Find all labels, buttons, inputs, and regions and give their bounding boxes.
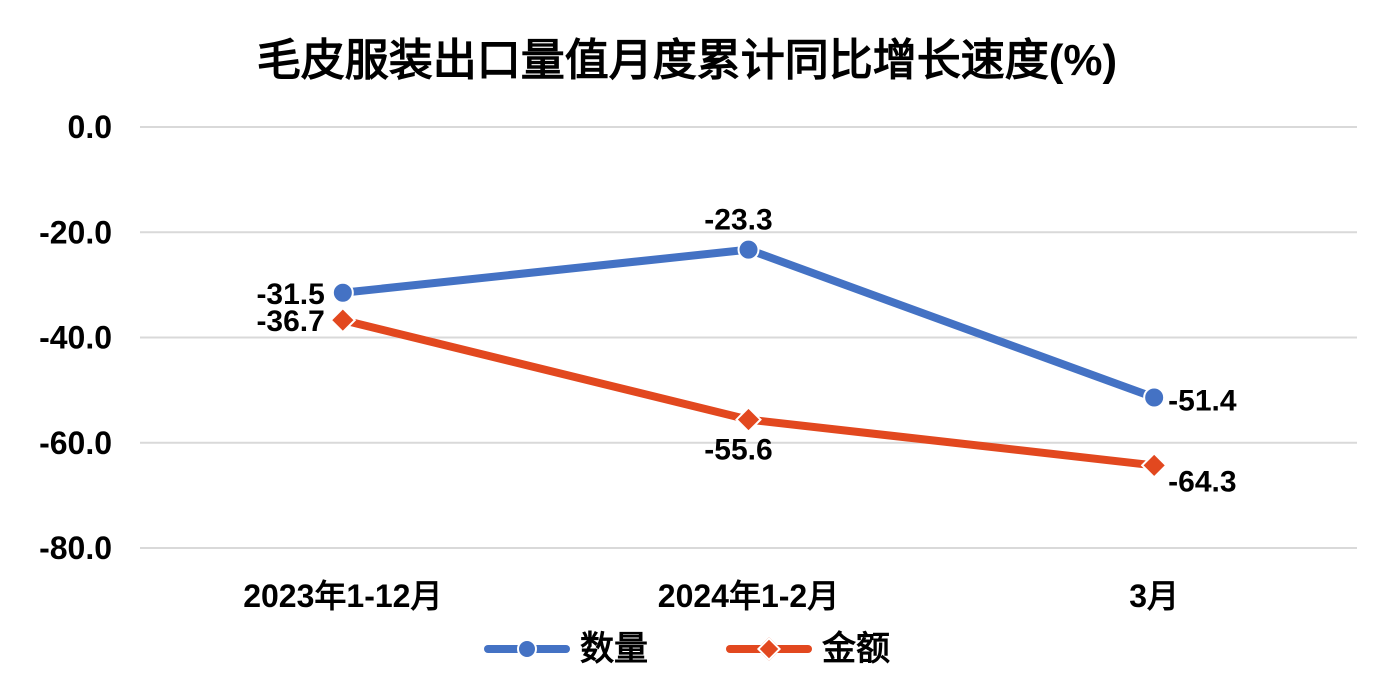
legend: 数量 金额 bbox=[0, 632, 1374, 666]
amount-data-point-marker bbox=[1140, 451, 1168, 479]
amount-legend-swatch bbox=[726, 636, 812, 662]
quantity-data-point-marker bbox=[737, 238, 760, 261]
y-axis-tick-label: -80.0 bbox=[39, 530, 112, 566]
quantity-data-label: -23.3 bbox=[704, 204, 772, 237]
legend-label-amount: 金额 bbox=[822, 630, 890, 668]
legend-item-amount: 金额 bbox=[726, 632, 890, 666]
circle-marker-icon bbox=[517, 639, 537, 659]
amount-data-label: -64.3 bbox=[1168, 465, 1236, 498]
quantity-data-label: -51.4 bbox=[1168, 384, 1237, 417]
y-axis-tick-label: -20.0 bbox=[39, 214, 112, 250]
amount-data-label: -36.7 bbox=[256, 305, 324, 338]
x-axis-label: 2023年1-12月 bbox=[243, 578, 442, 614]
diamond-marker-icon bbox=[756, 636, 782, 662]
quantity-data-label: -31.5 bbox=[256, 278, 324, 311]
x-axis-label: 3月 bbox=[1129, 578, 1179, 614]
quantity-legend-swatch bbox=[484, 637, 570, 661]
y-axis-tick-label: -40.0 bbox=[39, 320, 112, 356]
y-axis-tick-label: -60.0 bbox=[39, 425, 112, 461]
y-axis-tick-label: 0.0 bbox=[68, 109, 112, 145]
quantity-series-line bbox=[338, 245, 1159, 402]
amount-data-label: -55.6 bbox=[704, 434, 772, 467]
legend-item-quantity: 数量 bbox=[484, 632, 648, 666]
amount-data-point-marker bbox=[735, 406, 762, 434]
x-axis-label: 2024年1-2月 bbox=[658, 578, 839, 614]
legend-label-quantity: 数量 bbox=[580, 630, 648, 668]
chart-title: 毛皮服装出口量值月度累计同比增长速度(%) bbox=[256, 36, 1118, 85]
quantity-data-point-marker bbox=[331, 281, 354, 304]
quantity-data-point-marker bbox=[1143, 386, 1166, 409]
amount-data-point-marker bbox=[329, 306, 357, 334]
